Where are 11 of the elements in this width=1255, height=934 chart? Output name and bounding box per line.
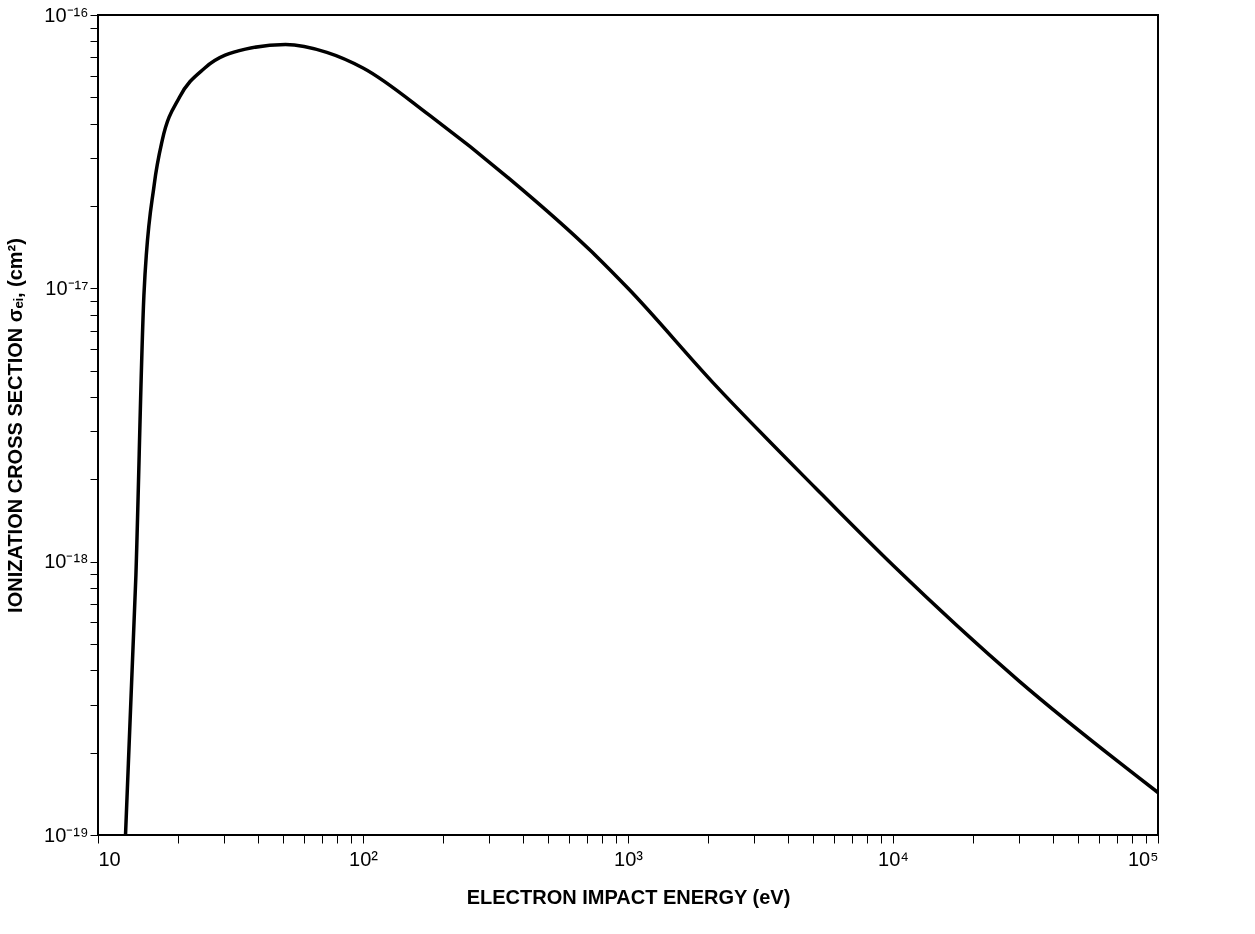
x-axis-title: ELECTRON IMPACT ENERGY (eV) [466,885,791,908]
y-tick-label: 10⁻¹⁷ [45,276,89,299]
y-tick-label: 10⁻¹⁶ [44,3,89,26]
x-tick-label: 10² [349,847,379,870]
x-tick-label: 10⁵ [1127,847,1159,870]
x-tick-label: 10 [98,847,121,870]
y-tick-label: 10⁻¹⁸ [44,550,89,573]
x-tick-label: 10⁴ [878,847,909,870]
y-tick-label: 10⁻¹⁹ [44,823,89,846]
x-tick-label: 10³ [614,847,644,870]
y-axis-title: IONIZATION CROSS SECTION σₑᵢ, (cm²) [4,238,27,613]
